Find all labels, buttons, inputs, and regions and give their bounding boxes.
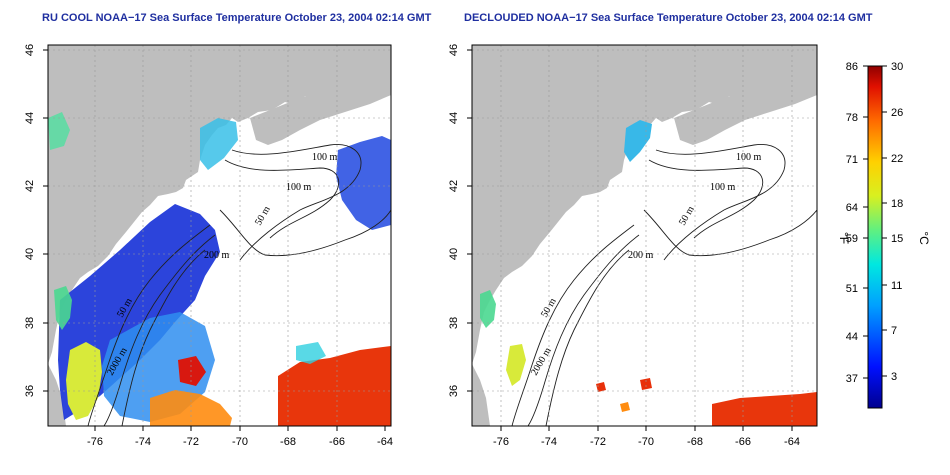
- left-land-mass: [48, 45, 391, 364]
- fahrenheit-tick: 44: [846, 331, 858, 343]
- left-x-tick-labels: -76 -74 -72 -70 -68 -66 -64: [87, 436, 393, 448]
- right-sst-gulf-maine-cyan: [624, 120, 652, 162]
- celsius-tick: 7: [891, 325, 897, 337]
- left-map-frame: [47, 44, 392, 427]
- fahrenheit-tick: 59: [846, 233, 858, 245]
- right-land-mass: [472, 45, 817, 364]
- colorbar-fahrenheit-ticks: 86 78 71 64 59 51 44 37: [846, 61, 858, 385]
- colorbar-gradient: [867, 65, 883, 409]
- right-sst-red-speckle-c: [620, 402, 630, 412]
- right-axis-ticks: [467, 49, 793, 431]
- left-bathymetry-contours: [87, 144, 391, 426]
- celsius-tick: 3: [891, 371, 897, 383]
- fahrenheit-tick: 86: [846, 61, 858, 73]
- right-y-tick: 36: [448, 385, 460, 397]
- left-sst-red-patch: [178, 356, 206, 386]
- right-y-tick-labels: 46 44 42 40 38 36: [448, 44, 460, 397]
- left-contour-label-200m: 200 m: [204, 250, 230, 261]
- left-contour-label-100m-north: 100 m: [312, 152, 338, 163]
- right-y-tick: 42: [448, 180, 460, 192]
- fahrenheit-tick: 37: [846, 373, 858, 385]
- left-x-tick: -72: [183, 436, 199, 448]
- left-x-tick: -68: [280, 436, 296, 448]
- right-panel-title: DECLOUDED NOAA−17 Sea Surface Temperatur…: [464, 12, 873, 24]
- right-contour-label-100m-basin: 100 m: [710, 182, 736, 193]
- left-y-tick-labels: 46 44 42 40 38 36: [24, 44, 36, 397]
- right-x-tick: -72: [590, 436, 606, 448]
- left-x-tick: -74: [135, 436, 151, 448]
- colorbar-celsius-unit: °C: [917, 231, 931, 245]
- right-contour-label-100m-north: 100 m: [736, 152, 762, 163]
- fahrenheit-tick: 78: [846, 112, 858, 124]
- right-sst-warm-southeast: [712, 392, 817, 426]
- left-x-tick: -66: [329, 436, 345, 448]
- left-land-southeast-edge: [48, 364, 66, 426]
- left-sst-orange-south: [150, 390, 232, 426]
- right-y-tick: 44: [448, 112, 460, 124]
- right-sst-red-speckle-a: [596, 382, 606, 392]
- left-sst-cyan-southwest: [296, 342, 326, 364]
- fahrenheit-tick: 51: [846, 283, 858, 295]
- right-land-nova-scotia: [674, 70, 817, 145]
- right-contour-label-200m: 200 m: [628, 250, 654, 261]
- right-y-tick: 38: [448, 317, 460, 329]
- right-map-panel: 100 m 100 m 50 m 200 m 50 m 2000 m -76 -…: [448, 44, 818, 448]
- right-x-tick-labels: -76 -74 -72 -70 -68 -66 -64: [493, 436, 800, 448]
- right-y-tick: 46: [448, 44, 460, 56]
- left-contour-label-100m-basin: 100 m: [286, 182, 312, 193]
- left-sst-green-coastal: [54, 286, 72, 330]
- celsius-tick: 30: [891, 61, 903, 73]
- left-sst-warm-southeast: [278, 346, 391, 426]
- left-sst-east-blue-cloud: [336, 136, 391, 230]
- left-land-nova-scotia: [250, 70, 391, 145]
- right-sst-yellow-coastal: [506, 344, 526, 386]
- celsius-tick: 26: [891, 107, 903, 119]
- right-sst-green-coastal: [480, 290, 496, 328]
- fahrenheit-tick: 71: [846, 154, 858, 166]
- right-sst-red-speckle-b: [640, 378, 652, 390]
- left-y-tick: 36: [24, 385, 36, 397]
- colorbar-celsius-ticks: 30 26 22 18 15 11 7 3: [891, 61, 903, 383]
- right-x-tick: -74: [541, 436, 557, 448]
- right-x-tick: -68: [687, 436, 703, 448]
- right-bathymetry-contours: [511, 144, 817, 426]
- right-land-southeast-edge: [472, 364, 490, 426]
- celsius-tick: 15: [891, 233, 903, 245]
- celsius-tick: 22: [891, 153, 903, 165]
- left-x-tick: -76: [87, 436, 103, 448]
- celsius-tick: 11: [891, 280, 902, 292]
- right-x-tick: -70: [638, 436, 654, 448]
- left-x-tick: -64: [377, 436, 393, 448]
- right-y-tick: 40: [448, 248, 460, 260]
- left-sst-gulf-maine-cyan: [200, 118, 238, 170]
- right-x-tick: -64: [784, 436, 800, 448]
- left-y-tick: 42: [24, 180, 36, 192]
- left-y-tick: 44: [24, 112, 36, 124]
- right-x-tick: -76: [493, 436, 509, 448]
- temperature-colorbar: 86 78 71 64 59 51 44 37 30 26 22 18 15 1…: [837, 61, 931, 409]
- left-y-tick: 46: [24, 44, 36, 56]
- celsius-tick: 18: [891, 198, 903, 210]
- fahrenheit-tick: 64: [846, 202, 858, 214]
- left-x-tick: -70: [232, 436, 248, 448]
- left-sst-yellow-coastal: [66, 342, 102, 420]
- left-grid: [48, 45, 391, 426]
- colorbar-fahrenheit-unit: °F: [837, 232, 851, 244]
- colorbar-ticks: [863, 65, 887, 379]
- left-panel-title: RU COOL NOAA−17 Sea Surface Temperature …: [42, 12, 432, 24]
- right-map-frame: [471, 44, 818, 427]
- left-sst-green-west-patch: [48, 112, 70, 150]
- left-y-tick: 38: [24, 317, 36, 329]
- left-axis-ticks: [43, 49, 386, 431]
- left-map-panel: 100 m 100 m 50 m 200 m 50 m 2000 m -76 -…: [24, 44, 393, 448]
- right-grid: [472, 45, 817, 426]
- left-y-tick: 40: [24, 248, 36, 260]
- right-x-tick: -66: [735, 436, 751, 448]
